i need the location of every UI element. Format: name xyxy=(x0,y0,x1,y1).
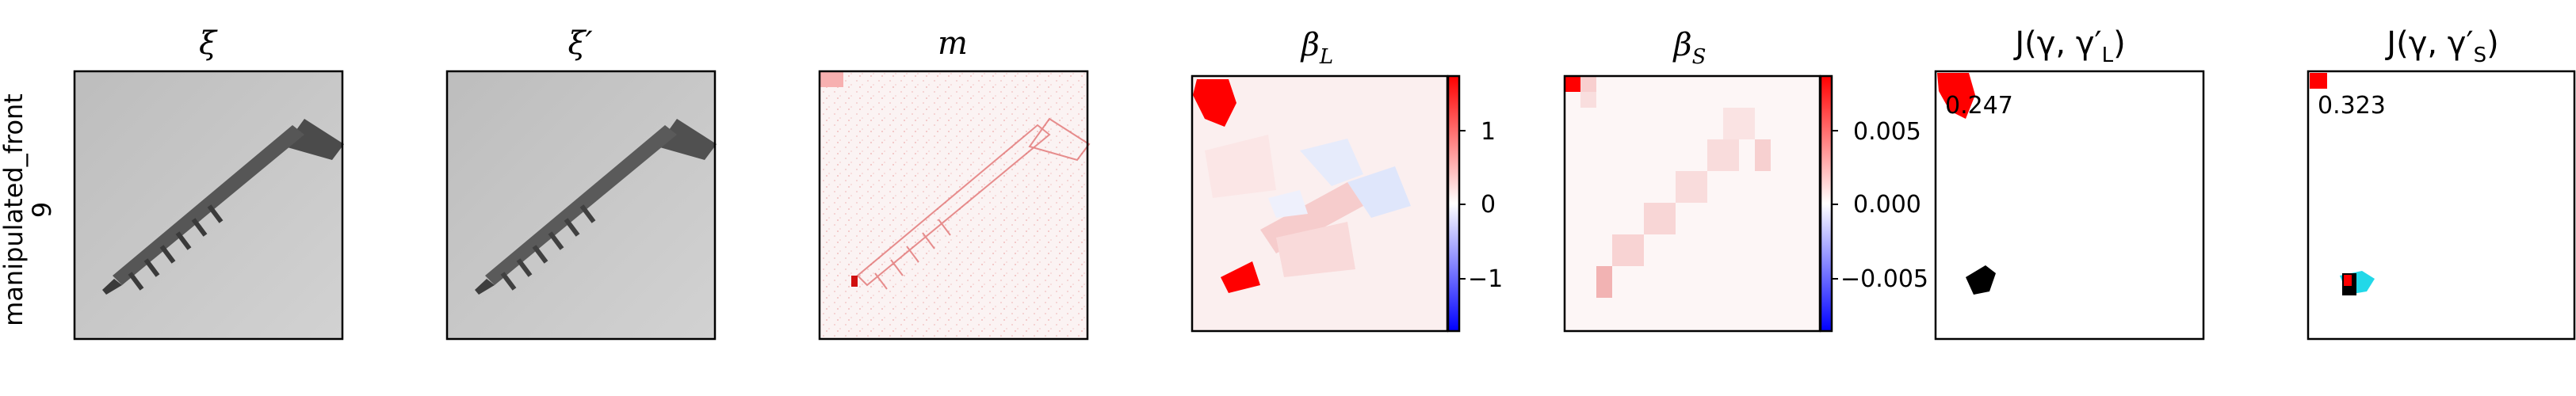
panel-title-m: m xyxy=(938,25,968,62)
panel-frame-xi xyxy=(73,70,344,341)
panel-m: m xyxy=(818,25,1091,341)
colorbar-tick-beta-L-top: 1 xyxy=(1481,118,1496,146)
panel-frame-xi-prime xyxy=(445,70,717,341)
colorbar-beta-S: 0.005 0.000 −0.005 xyxy=(1819,74,1928,333)
panel-frame-J-L xyxy=(1934,70,2205,341)
panel-frame-J-S xyxy=(2307,70,2576,341)
heatmap-beta-L xyxy=(1192,76,1447,331)
colorbar-beta-L: 1 0 −1 xyxy=(1447,74,1503,333)
mask-region-J-S-red-top xyxy=(2310,73,2327,89)
colorbar-tick-beta-S-top: 0.005 xyxy=(1853,118,1921,146)
row-label: manipulated_front xyxy=(0,93,29,326)
panel-beta-L: βL 1 0 −1 xyxy=(1191,27,1503,333)
panel-title-J-L: J(γ, γ′L) xyxy=(2012,25,2125,67)
screw-image-xi-prime xyxy=(447,71,717,339)
score-J-S: 0.323 xyxy=(2318,92,2386,120)
panel-title-beta-S: βS xyxy=(1672,27,1707,69)
colorbar-tick-beta-S-mid: 0.000 xyxy=(1853,191,1921,219)
colorbar-tick-beta-L-bottom: −1 xyxy=(1468,265,1503,293)
panel-J-L: J(γ, γ′L) 0.247 xyxy=(1934,25,2205,341)
score-J-L: 0.247 xyxy=(1945,92,2013,120)
mask-region-J-L-black xyxy=(1966,265,1996,295)
colorbar-tick-beta-L-mid: 0 xyxy=(1481,191,1496,219)
panel-xi-prime: ξ′ xyxy=(445,25,717,341)
panel-title-xi: ξ xyxy=(199,25,218,62)
panel-J-S: J(γ, γ′S) 0.323 xyxy=(2307,25,2576,341)
row-label-group: manipulated_front 9 xyxy=(0,93,57,326)
panel-frame-m xyxy=(818,70,1089,341)
screw-image-xi xyxy=(75,71,344,339)
heatmap-m xyxy=(820,71,1091,339)
mask-region-J-S-red xyxy=(2344,275,2352,286)
mask-region-J-L-red xyxy=(1937,73,1975,119)
panel-title-J-S: J(γ, γ′S) xyxy=(2384,25,2498,67)
colorbar-tick-beta-S-bottom: −0.005 xyxy=(1840,265,1928,293)
panel-beta-S: βS 0.005 0.000 −0.005 xyxy=(1563,27,1928,333)
panel-title-beta-L: βL xyxy=(1300,27,1333,69)
heatmap-beta-S xyxy=(1565,76,1820,331)
row-index: 9 xyxy=(27,202,57,218)
panel-xi: ξ xyxy=(73,25,344,341)
panel-title-xi-prime: ξ′ xyxy=(568,25,592,62)
